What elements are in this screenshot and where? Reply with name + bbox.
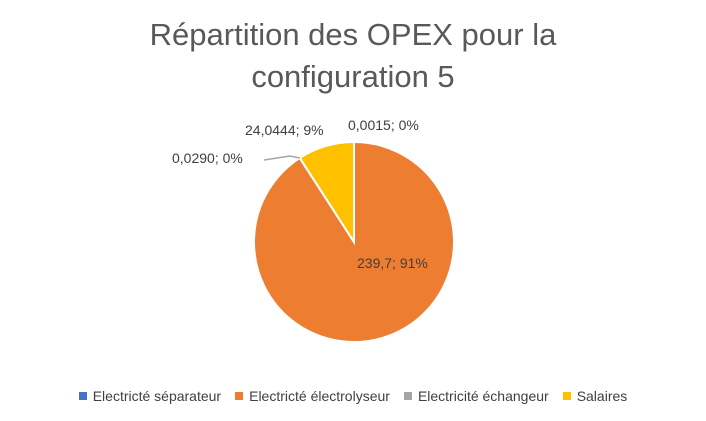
legend-item-separateur: Electricté séparateur [78, 388, 222, 404]
chart-title-line-2: configuration 5 [251, 59, 455, 94]
legend: Electricté séparateur Electricté électro… [0, 388, 706, 404]
legend-swatch-electrolyseur [235, 392, 244, 400]
data-label-salaires: 24,0444; 9% [245, 122, 324, 138]
legend-swatch-separateur [78, 392, 87, 400]
leader-line-echangeur [263, 155, 300, 161]
legend-item-echangeur: Electricité échangeur [403, 388, 549, 404]
chart-title-line-1: Répartition des OPEX pour la [149, 17, 557, 52]
legend-item-salaires: Salaires [562, 388, 628, 404]
chart-title: Répartition des OPEX pour la configurati… [0, 14, 706, 98]
pie-slice-salaires [298, 140, 355, 246]
legend-swatch-echangeur [403, 392, 412, 400]
data-label-electrolyseur: 239,7; 91% [357, 255, 428, 271]
legend-item-electrolyseur: Electricté électrolyseur [235, 388, 390, 404]
legend-label-salaires: Salaires [576, 388, 628, 404]
legend-label-separateur: Electricté séparateur [92, 388, 222, 404]
data-label-separateur: 0,0015; 0% [348, 117, 419, 133]
legend-swatch-salaires [562, 392, 571, 400]
legend-label-electrolyseur: Electricté électrolyseur [249, 388, 390, 404]
data-label-echangeur: 0,0290; 0% [172, 150, 243, 166]
legend-label-echangeur: Electricité échangeur [417, 388, 549, 404]
